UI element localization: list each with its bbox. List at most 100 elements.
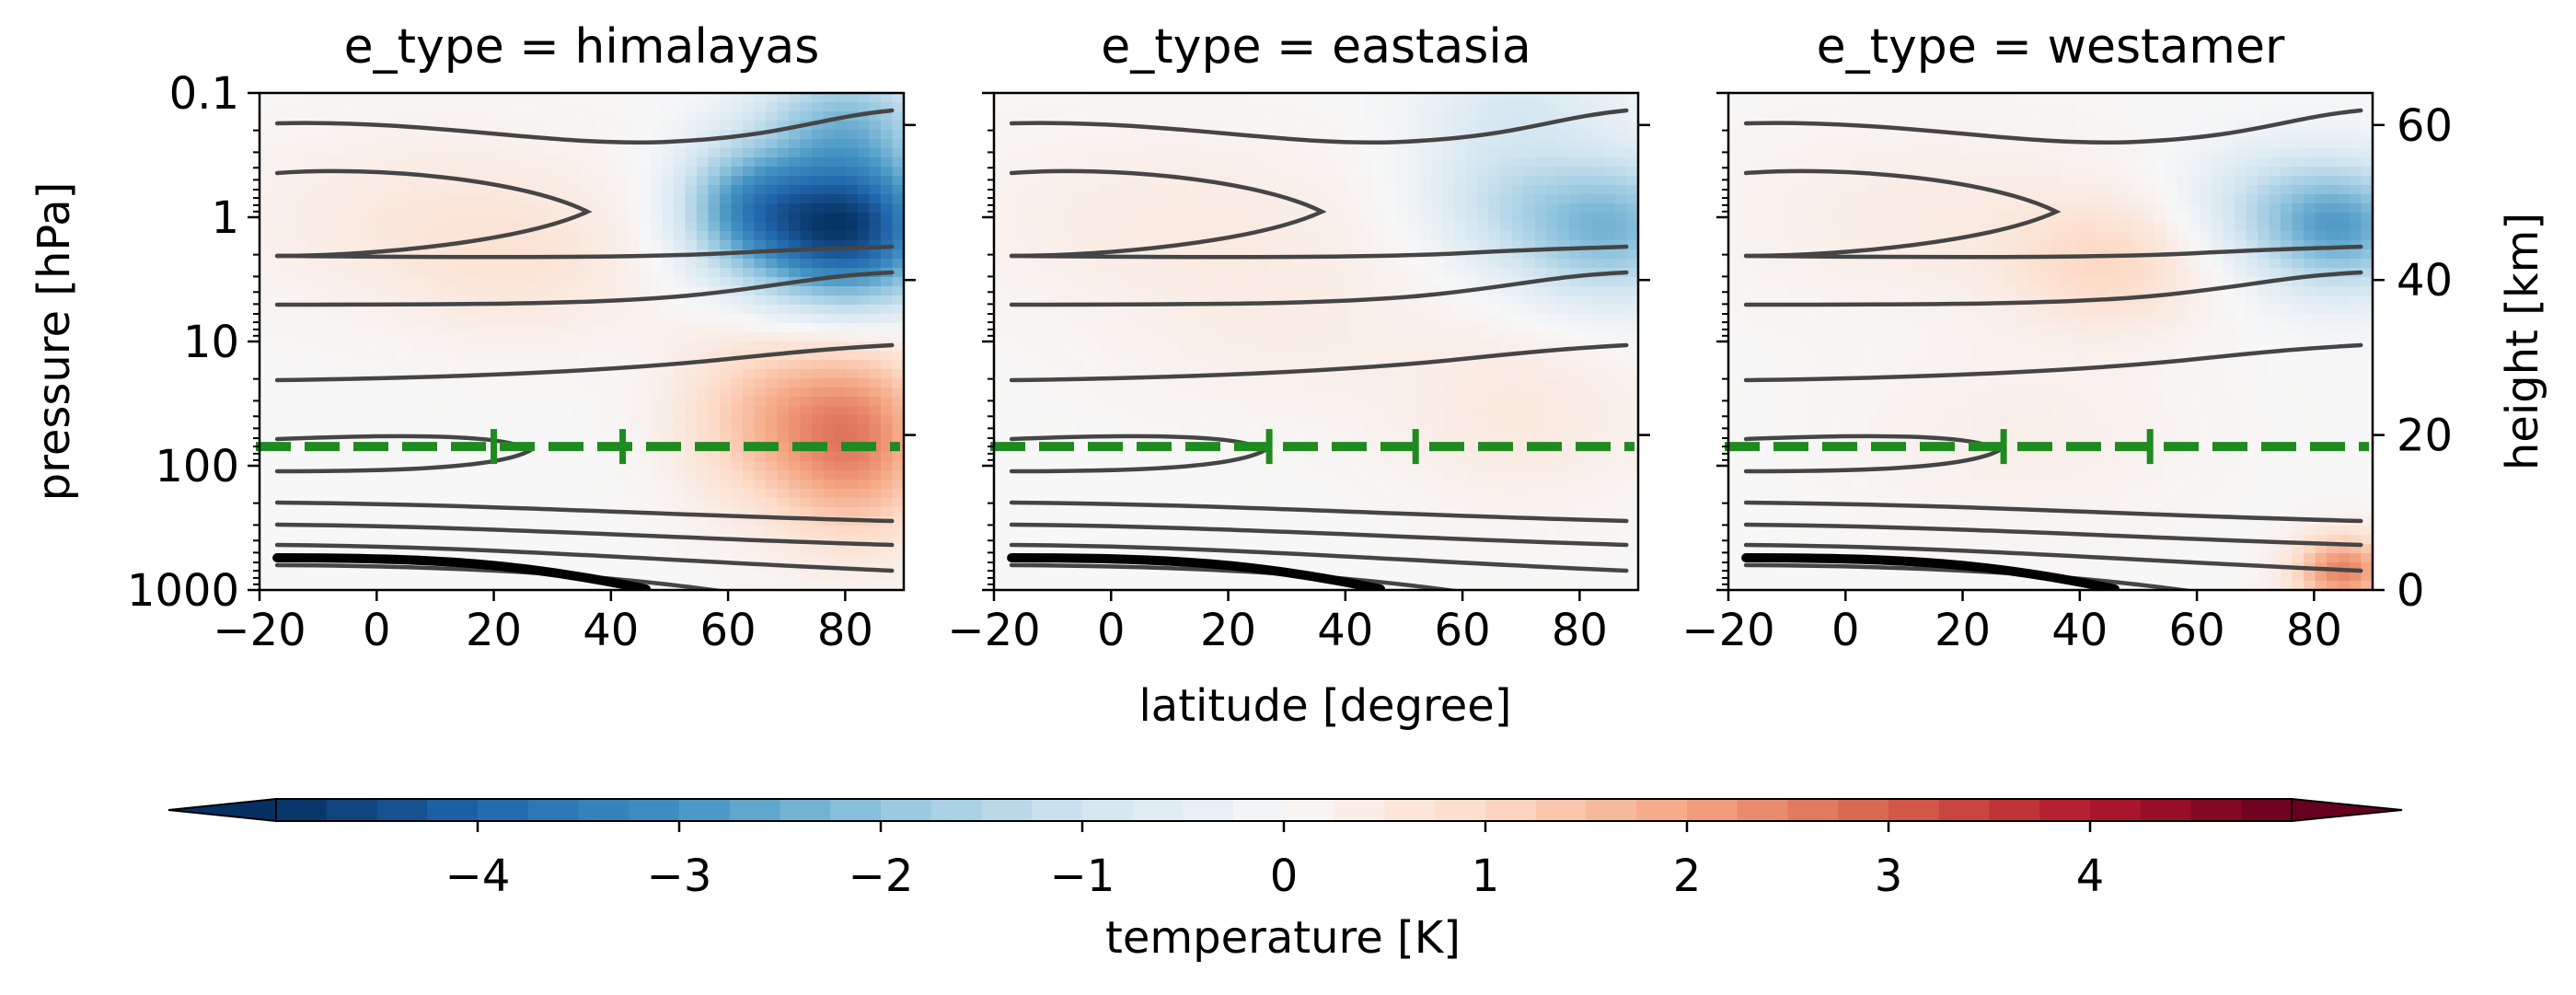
field-cell xyxy=(501,424,514,434)
field-cell xyxy=(662,176,675,186)
field-cell xyxy=(283,323,295,333)
field-cell xyxy=(1155,434,1168,444)
field-cell xyxy=(1178,148,1191,158)
panel-1: e_type = himalayas−20 0 20 40 60 800.11101001… xyxy=(127,19,916,656)
field-cell xyxy=(1362,111,1375,121)
field-cell xyxy=(547,360,560,370)
field-cell xyxy=(1224,424,1237,434)
field-cell xyxy=(559,424,572,434)
field-cell xyxy=(720,341,733,352)
field-cell xyxy=(731,406,744,416)
field-cell xyxy=(628,323,641,333)
field-cell xyxy=(662,194,675,204)
field-cell xyxy=(501,176,514,186)
field-cell xyxy=(892,240,904,250)
field-cell xyxy=(409,231,422,241)
field-cell xyxy=(559,341,572,352)
field-cell xyxy=(731,314,744,324)
field-cell xyxy=(846,581,859,590)
field-cell xyxy=(697,295,710,306)
field-cell xyxy=(1304,341,1317,352)
field-cell xyxy=(1063,415,1076,425)
field-cell xyxy=(846,130,859,140)
field-cell xyxy=(1373,480,1386,490)
field-cell xyxy=(547,157,560,168)
field-cell xyxy=(1385,470,1398,480)
field-cell xyxy=(754,139,767,149)
field-cell xyxy=(628,121,641,131)
field-cell xyxy=(1109,295,1122,306)
field-cell xyxy=(1109,507,1122,517)
field-cell xyxy=(363,434,375,444)
field-cell xyxy=(260,194,272,204)
field-cell xyxy=(1028,277,1041,287)
field-cell xyxy=(674,268,687,278)
field-cell xyxy=(1005,480,1018,490)
field-cell xyxy=(1178,572,1191,582)
field-cell xyxy=(846,268,859,278)
field-cell xyxy=(835,185,848,195)
field-cell xyxy=(1350,203,1363,214)
field-cell xyxy=(835,480,848,490)
field-cell xyxy=(1178,332,1191,342)
field-cell xyxy=(1350,452,1363,462)
field-cell xyxy=(1247,259,1260,269)
field-cell xyxy=(386,332,399,342)
field-cell xyxy=(766,544,779,554)
field-cell xyxy=(1028,332,1041,342)
field-cell xyxy=(777,507,790,517)
field-cell xyxy=(1235,498,1248,508)
field-cell xyxy=(444,203,456,214)
field-cell xyxy=(1166,231,1179,241)
field-cell xyxy=(731,203,744,214)
field-cell xyxy=(789,397,802,407)
field-cell xyxy=(605,351,618,361)
field-cell xyxy=(260,323,272,333)
field-cell xyxy=(570,102,583,112)
field-cell xyxy=(409,378,422,388)
field-cell xyxy=(812,111,825,121)
field-cell xyxy=(386,397,399,407)
field-cell xyxy=(674,222,687,232)
field-cell xyxy=(547,516,560,526)
field-cell xyxy=(1017,102,1030,112)
field-cell xyxy=(1224,213,1237,223)
field-cell xyxy=(800,268,813,278)
field-cell xyxy=(1281,130,1294,140)
field-cell xyxy=(363,388,375,398)
field-cell xyxy=(490,121,502,131)
field-cell xyxy=(823,268,836,278)
field-cell xyxy=(823,553,836,563)
field-cell xyxy=(685,434,698,444)
field-cell xyxy=(662,369,675,379)
field-cell xyxy=(720,452,733,462)
field-cell xyxy=(685,572,698,582)
field-cell xyxy=(363,369,375,379)
field-cell xyxy=(812,102,825,112)
field-cell xyxy=(823,526,836,536)
field-cell xyxy=(1086,286,1099,296)
field-cell xyxy=(524,268,537,278)
field-cell xyxy=(1316,102,1329,112)
field-cell xyxy=(651,424,664,434)
field-cell xyxy=(1109,305,1122,315)
field-cell xyxy=(1028,111,1041,121)
field-cell xyxy=(1028,489,1041,499)
field-cell xyxy=(582,461,595,471)
field-cell xyxy=(260,148,272,158)
field-cell xyxy=(1339,562,1352,573)
field-cell xyxy=(1281,360,1294,370)
field-cell xyxy=(398,286,410,296)
field-cell xyxy=(570,369,583,379)
field-cell xyxy=(1017,286,1030,296)
field-cell xyxy=(283,516,295,526)
field-cell xyxy=(1097,111,1110,121)
field-cell xyxy=(501,314,514,324)
field-cell xyxy=(294,526,306,536)
field-cell xyxy=(1350,259,1363,269)
field-cell xyxy=(1155,259,1168,269)
field-cell xyxy=(375,231,387,241)
field-cell xyxy=(1132,203,1145,214)
field-cell xyxy=(1258,203,1271,214)
field-cell xyxy=(662,213,675,223)
